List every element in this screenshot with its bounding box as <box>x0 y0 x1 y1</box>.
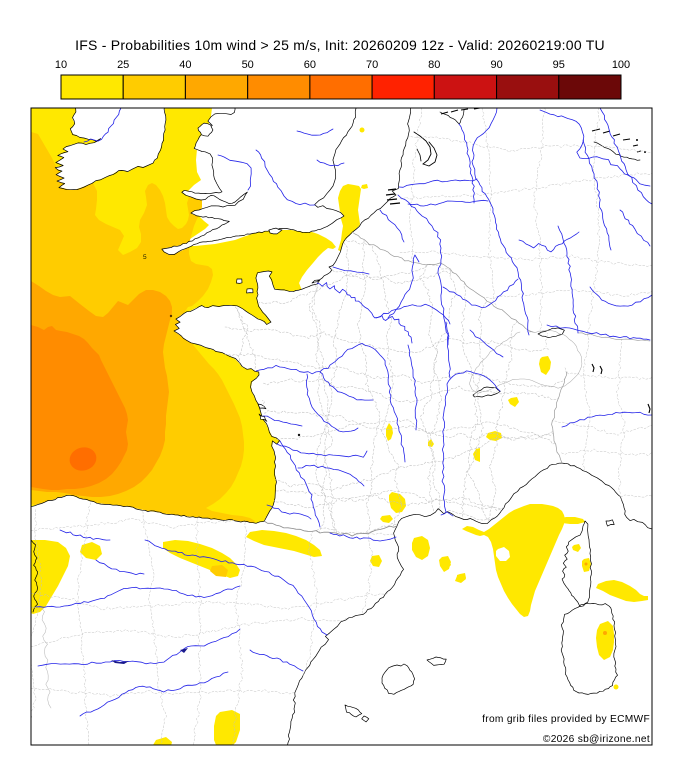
svg-text:50: 50 <box>242 59 254 71</box>
svg-text:70: 70 <box>366 59 378 71</box>
svg-text:80: 80 <box>428 59 440 71</box>
svg-text:IFS - Probabilities 10m wind >: IFS - Probabilities 10m wind > 25 m/s, I… <box>75 37 605 53</box>
svg-text:90: 90 <box>490 59 502 71</box>
svg-text:25: 25 <box>117 59 129 71</box>
svg-text:40: 40 <box>179 59 191 71</box>
svg-text:from grib files provided by EC: from grib files provided by ECMWF <box>482 714 650 725</box>
svg-text:5: 5 <box>143 254 147 261</box>
svg-text:100: 100 <box>612 59 630 71</box>
svg-text:60: 60 <box>304 59 316 71</box>
svg-text:95: 95 <box>553 59 565 71</box>
svg-text:©2026 sb@irizone.net: ©2026 sb@irizone.net <box>543 734 650 745</box>
svg-text:10: 10 <box>55 59 67 71</box>
